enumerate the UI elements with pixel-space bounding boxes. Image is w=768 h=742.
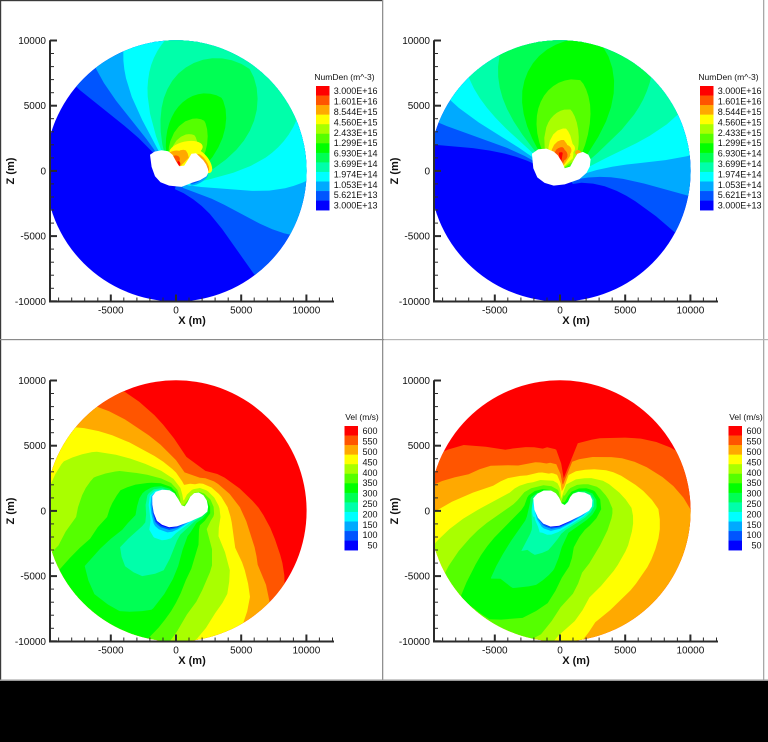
svg-text:0: 0 (557, 646, 563, 657)
svg-text:600: 600 (362, 426, 377, 436)
svg-text:8.544E+15: 8.544E+15 (334, 107, 378, 117)
svg-text:550: 550 (362, 437, 377, 447)
svg-text:8.544E+15: 8.544E+15 (718, 107, 762, 117)
svg-text:0: 0 (40, 506, 46, 517)
svg-text:-5000: -5000 (404, 572, 430, 583)
svg-text:200: 200 (746, 509, 761, 519)
svg-text:NumDen (m^-3): NumDen (m^-3) (314, 72, 374, 82)
svg-text:400: 400 (746, 468, 761, 478)
svg-text:10000: 10000 (18, 36, 46, 47)
svg-text:3.000E+16: 3.000E+16 (334, 86, 378, 96)
svg-text:2.433E+15: 2.433E+15 (718, 128, 762, 138)
svg-text:4.560E+15: 4.560E+15 (334, 117, 378, 127)
svg-text:550: 550 (746, 437, 761, 447)
svg-text:-5000: -5000 (482, 646, 508, 657)
svg-text:500: 500 (362, 447, 377, 457)
svg-text:1.974E+14: 1.974E+14 (334, 169, 378, 179)
svg-text:3.000E+16: 3.000E+16 (718, 86, 762, 96)
svg-text:5000: 5000 (408, 101, 431, 112)
svg-text:5.621E+13: 5.621E+13 (334, 190, 378, 200)
svg-text:3.000E+13: 3.000E+13 (718, 201, 762, 211)
svg-text:450: 450 (746, 457, 761, 467)
svg-text:100: 100 (362, 530, 377, 540)
svg-text:5000: 5000 (408, 441, 431, 452)
svg-text:-10000: -10000 (15, 297, 47, 308)
svg-text:3.699E+14: 3.699E+14 (334, 159, 378, 169)
svg-text:600: 600 (746, 426, 761, 436)
svg-text:Z (m): Z (m) (5, 157, 17, 184)
svg-text:10000: 10000 (676, 306, 704, 317)
svg-text:5000: 5000 (614, 646, 637, 657)
svg-text:10000: 10000 (292, 306, 320, 317)
svg-text:-5000: -5000 (404, 232, 430, 243)
svg-text:10000: 10000 (292, 646, 320, 657)
svg-text:500: 500 (746, 447, 761, 457)
svg-text:0: 0 (557, 306, 563, 317)
svg-text:1.299E+15: 1.299E+15 (334, 138, 378, 148)
svg-text:10000: 10000 (402, 36, 430, 47)
svg-text:400: 400 (362, 468, 377, 478)
svg-text:-5000: -5000 (20, 232, 46, 243)
svg-text:100: 100 (746, 530, 761, 540)
svg-text:-10000: -10000 (399, 637, 431, 648)
svg-text:-10000: -10000 (15, 637, 47, 648)
svg-text:X (m): X (m) (178, 655, 206, 667)
svg-text:-10000: -10000 (399, 297, 431, 308)
svg-text:350: 350 (746, 478, 761, 488)
svg-text:10000: 10000 (18, 376, 46, 387)
svg-text:Vel (m/s): Vel (m/s) (345, 412, 379, 422)
svg-text:1.601E+16: 1.601E+16 (718, 97, 762, 107)
svg-text:0: 0 (173, 306, 179, 317)
svg-text:10000: 10000 (676, 646, 704, 657)
svg-text:0: 0 (424, 166, 430, 177)
svg-text:5000: 5000 (24, 101, 47, 112)
svg-text:-5000: -5000 (98, 306, 124, 317)
svg-text:1.053E+14: 1.053E+14 (334, 180, 378, 190)
svg-text:-5000: -5000 (98, 646, 124, 657)
svg-text:150: 150 (362, 520, 377, 530)
svg-text:1.974E+14: 1.974E+14 (718, 169, 762, 179)
svg-text:5000: 5000 (24, 441, 47, 452)
svg-text:2.433E+15: 2.433E+15 (334, 128, 378, 138)
svg-text:Vel (m/s): Vel (m/s) (729, 412, 763, 422)
svg-text:3.699E+14: 3.699E+14 (718, 159, 762, 169)
svg-text:6.930E+14: 6.930E+14 (718, 149, 762, 159)
svg-text:0: 0 (40, 166, 46, 177)
svg-text:50: 50 (751, 541, 761, 551)
svg-text:Z (m): Z (m) (389, 157, 401, 184)
svg-text:Z (m): Z (m) (389, 497, 401, 524)
svg-text:X (m): X (m) (178, 315, 206, 327)
svg-text:300: 300 (746, 489, 761, 499)
svg-text:250: 250 (362, 499, 377, 509)
svg-text:150: 150 (746, 520, 761, 530)
svg-text:0: 0 (173, 646, 179, 657)
svg-text:3.000E+13: 3.000E+13 (334, 201, 378, 211)
svg-text:300: 300 (362, 489, 377, 499)
svg-text:0: 0 (424, 506, 430, 517)
svg-text:5000: 5000 (230, 646, 253, 657)
svg-text:NumDen (m^-3): NumDen (m^-3) (698, 72, 758, 82)
svg-text:X (m): X (m) (562, 655, 590, 667)
svg-text:-5000: -5000 (482, 306, 508, 317)
svg-text:5.621E+13: 5.621E+13 (718, 190, 762, 200)
svg-text:6.930E+14: 6.930E+14 (334, 149, 378, 159)
svg-text:-5000: -5000 (20, 572, 46, 583)
svg-text:10000: 10000 (402, 376, 430, 387)
svg-text:5000: 5000 (230, 306, 253, 317)
svg-text:5000: 5000 (614, 306, 637, 317)
svg-text:1.053E+14: 1.053E+14 (718, 180, 762, 190)
svg-text:1.299E+15: 1.299E+15 (718, 138, 762, 148)
svg-text:250: 250 (746, 499, 761, 509)
svg-text:450: 450 (362, 457, 377, 467)
svg-text:X (m): X (m) (562, 315, 590, 327)
svg-text:50: 50 (367, 541, 377, 551)
svg-text:350: 350 (362, 478, 377, 488)
svg-text:Z (m): Z (m) (5, 497, 17, 524)
svg-text:200: 200 (362, 509, 377, 519)
svg-text:1.601E+16: 1.601E+16 (334, 97, 378, 107)
svg-text:4.560E+15: 4.560E+15 (718, 117, 762, 127)
